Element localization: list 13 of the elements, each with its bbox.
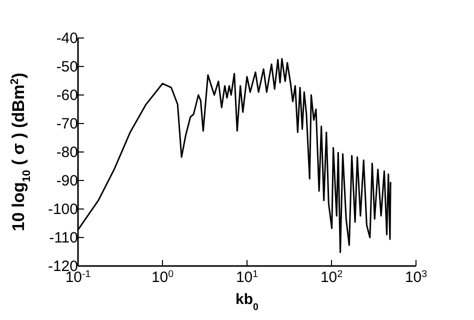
x-axis-title: kb$_{0}$ bbox=[236, 291, 260, 312]
x-tick-label: 10$^{3}$ bbox=[404, 268, 428, 286]
y-tick-label: -50 bbox=[56, 58, 78, 76]
y-tick-label: -90 bbox=[56, 172, 78, 190]
y-tick-label: -100 bbox=[48, 201, 78, 218]
x-tick-label: 10$^{2}$ bbox=[320, 268, 343, 286]
y-tick-label: -80 bbox=[56, 144, 78, 161]
y-tick-label: -70 bbox=[56, 116, 78, 132]
y-tick-label: -110 bbox=[49, 230, 78, 246]
x-tick-label: 10$^{1}$ bbox=[236, 268, 258, 286]
y-tick-label: -60 bbox=[56, 87, 78, 104]
y-tick-label: -40 bbox=[56, 30, 78, 47]
x-tick-label: 10$^{0}$ bbox=[151, 268, 174, 286]
